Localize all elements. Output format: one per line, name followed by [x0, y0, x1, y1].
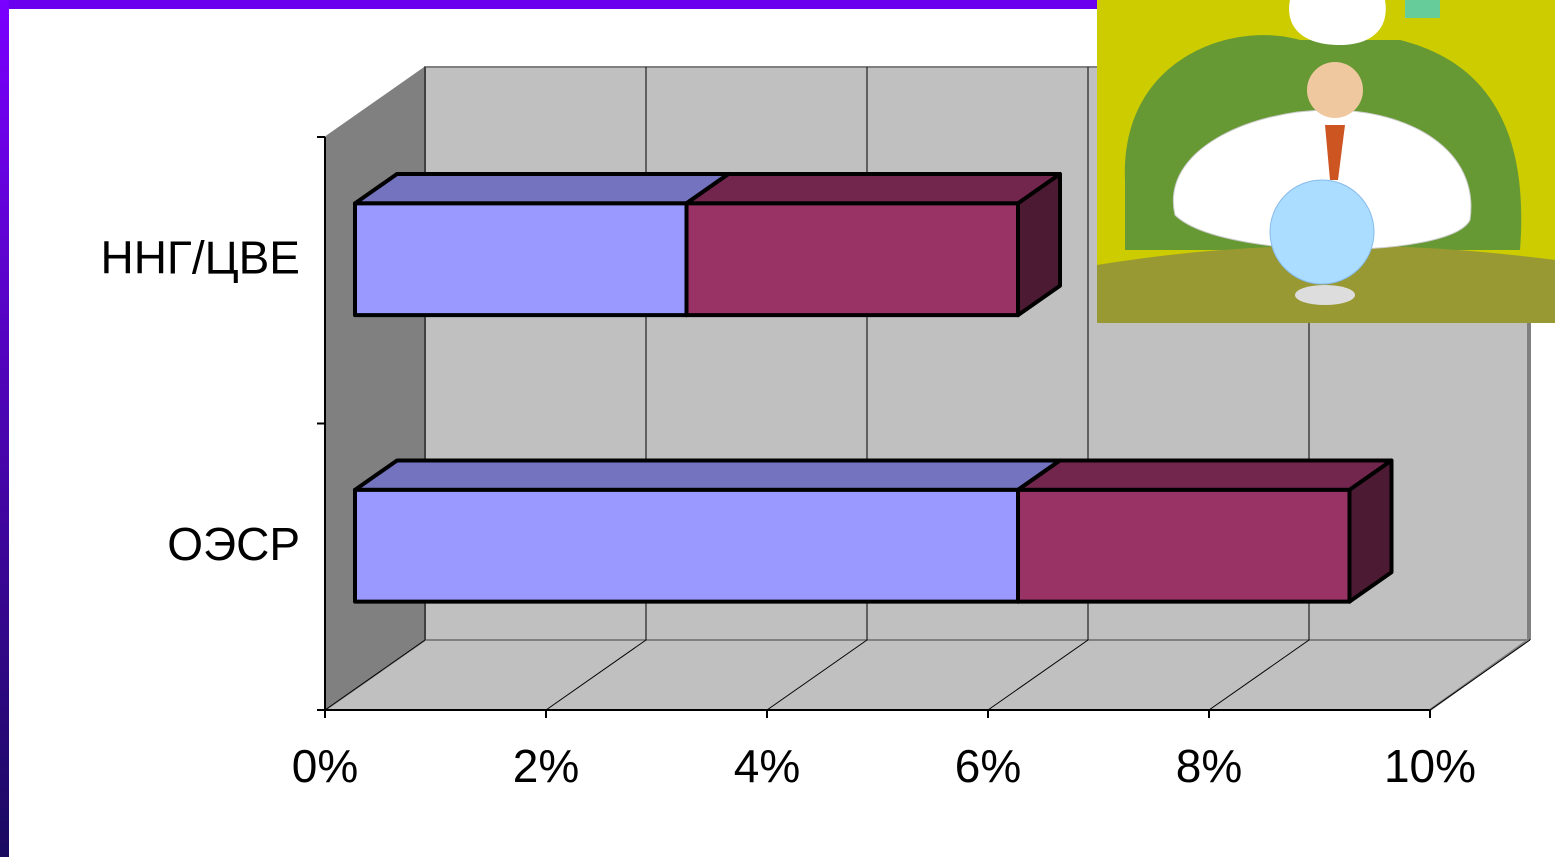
floor-grid-line [1429, 639, 1531, 711]
bar-top [353, 171, 731, 206]
top-border [0, 0, 1100, 9]
bar-segment [353, 171, 731, 318]
floor-grid-line [545, 639, 647, 711]
category-label: ОЭСР [167, 518, 300, 570]
side-wall [324, 66, 426, 711]
x-tick-label: 8% [1176, 740, 1242, 792]
bar-segment [684, 171, 1062, 318]
floor-grid-line [766, 639, 868, 711]
floor-grid-line [987, 639, 1089, 711]
bar-top [684, 171, 1062, 206]
left-border [0, 0, 9, 857]
x-tick-label: 6% [955, 740, 1021, 792]
bar-front [353, 201, 689, 318]
bar-front [1016, 487, 1352, 604]
bar-top [1016, 458, 1394, 492]
bar-top [353, 458, 1062, 492]
clipart-image [1097, 0, 1555, 323]
bar-segment [353, 458, 1062, 604]
floor [321, 639, 1532, 711]
category-label: ННГ/ЦВЕ [100, 231, 300, 283]
floor-grid-line [324, 639, 426, 711]
bar-front [353, 487, 1020, 604]
floor-grid-line [1208, 639, 1310, 711]
x-tick-label: 0% [292, 740, 358, 792]
x-tick-label: 10% [1384, 740, 1476, 792]
x-tick-label: 4% [734, 740, 800, 792]
x-tick-label: 2% [513, 740, 579, 792]
bar-segment [1016, 458, 1394, 604]
bar-front [684, 201, 1020, 318]
